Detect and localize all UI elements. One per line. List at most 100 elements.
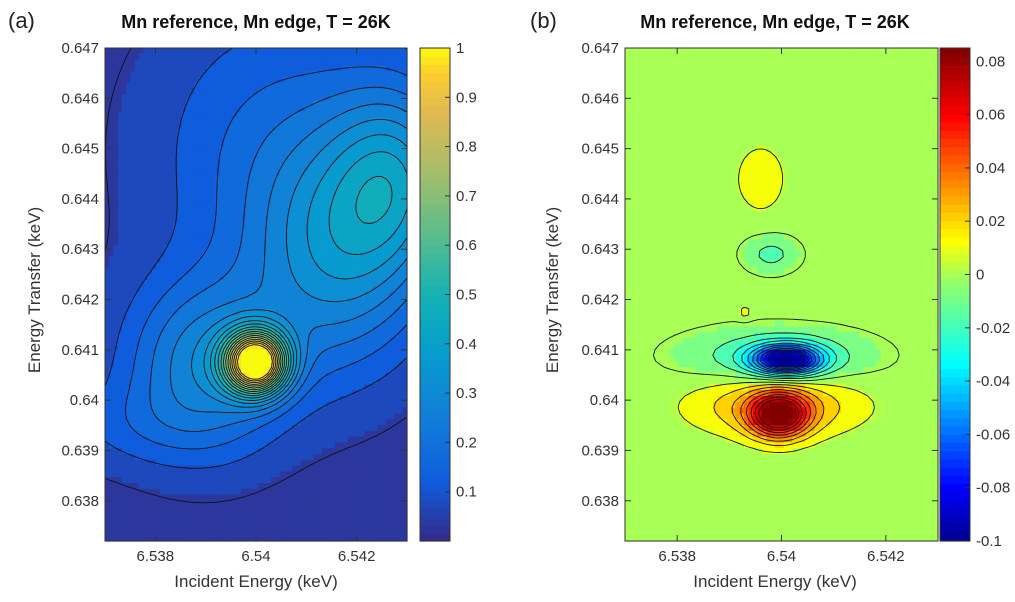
heatmap-cell [211, 314, 217, 322]
heatmap-cell [202, 245, 208, 252]
heatmap-cell [190, 436, 195, 443]
heatmap-cell [351, 198, 357, 206]
heatmap-cell [113, 94, 119, 101]
heatmap-cell [304, 53, 310, 61]
heatmap-cell [190, 227, 195, 235]
heatmap-cell [202, 262, 208, 269]
heatmap-cell [326, 65, 332, 72]
heatmap-cell [283, 245, 289, 252]
heatmap-cell [113, 193, 119, 200]
heatmap-cell [360, 65, 366, 72]
heatmap-cell [173, 216, 178, 223]
heatmap-cell [194, 222, 200, 229]
heatmap-cell [126, 367, 132, 374]
heatmap-cell [338, 303, 344, 310]
heatmap-cell [190, 419, 195, 426]
heatmap-cell [398, 123, 404, 130]
heatmap-cell [122, 164, 127, 171]
heatmap-cell [139, 384, 144, 391]
heatmap-cell [173, 106, 178, 113]
heatmap-cell [287, 378, 293, 385]
heatmap-cell [330, 384, 336, 391]
heatmap-cell [330, 280, 336, 287]
heatmap-cell [296, 65, 302, 72]
heatmap-cell [139, 152, 144, 159]
heatmap-cell [130, 82, 136, 90]
heatmap-cell [338, 314, 344, 322]
heatmap-cell [326, 152, 332, 159]
heatmap-cell [330, 204, 336, 211]
heatmap-cell [253, 309, 259, 316]
heatmap-cell [287, 268, 293, 275]
heatmap-cell [113, 338, 119, 345]
heatmap-cell [202, 216, 208, 223]
heatmap-cell [249, 314, 255, 322]
heatmap-cell [249, 245, 255, 252]
heatmap-cell [279, 146, 285, 153]
heatmap-cell [321, 181, 327, 188]
heatmap-cell [173, 326, 178, 333]
heatmap-cell [355, 48, 361, 55]
heatmap-cell [368, 245, 374, 252]
heatmap-cell [219, 326, 225, 333]
heatmap-cell [347, 198, 353, 206]
heatmap-cell [181, 123, 187, 130]
heatmap-cell [283, 396, 289, 403]
heatmap-cell [262, 268, 268, 275]
heatmap-cell [394, 442, 400, 449]
heatmap-cell [126, 390, 132, 397]
heatmap-cell [262, 158, 268, 165]
heatmap-cell [398, 198, 404, 206]
heatmap-cell [275, 262, 280, 269]
heatmap-cell [147, 297, 153, 304]
heatmap-cell [215, 227, 221, 235]
heatmap-cell [134, 355, 140, 362]
heatmap-cell [105, 442, 110, 449]
heatmap-cell [381, 425, 387, 432]
heatmap-cell [147, 413, 153, 420]
heatmap-cell [313, 384, 319, 391]
heatmap-cell [202, 280, 208, 287]
heatmap-cell [313, 216, 319, 223]
heatmap-cell [211, 129, 217, 136]
heatmap-cell [300, 77, 306, 84]
heatmap-cell [330, 372, 336, 380]
heatmap-cell [224, 378, 229, 385]
heatmap-cell [355, 390, 361, 397]
heatmap-cell [355, 71, 361, 78]
heatmap-cell [377, 204, 383, 211]
heatmap-cell [151, 146, 157, 153]
heatmap-cell [262, 193, 268, 200]
heatmap-cell [105, 245, 110, 252]
heatmap-cell [334, 187, 340, 194]
heatmap-cell [389, 140, 395, 148]
heatmap-cell [351, 82, 357, 90]
heatmap-cell [211, 361, 217, 368]
heatmap-cell [207, 187, 212, 194]
heatmap-cell [364, 71, 370, 78]
heatmap-cell [343, 291, 349, 298]
heatmap-cell [343, 210, 349, 217]
heatmap-cell [398, 48, 404, 55]
heatmap-cell [253, 425, 259, 432]
heatmap-cell [228, 407, 234, 414]
heatmap-cell [232, 140, 238, 148]
heatmap-cell [126, 181, 132, 188]
heatmap-cell [168, 204, 174, 211]
heatmap-cell [330, 169, 336, 177]
heatmap-cell [232, 65, 238, 72]
heatmap-cell [215, 111, 221, 119]
heatmap-cell [343, 129, 349, 136]
heatmap-cell [317, 181, 323, 188]
heatmap-cell [381, 401, 387, 409]
heatmap-cell [258, 401, 263, 409]
heatmap-cell [296, 210, 302, 217]
heatmap-cell [156, 117, 161, 124]
heatmap-cell [207, 94, 212, 101]
heatmap-cell [351, 77, 357, 84]
heatmap-cell [296, 59, 302, 66]
heatmap-cell [181, 280, 187, 287]
heatmap-cell [202, 390, 208, 397]
heatmap-cell [202, 233, 208, 240]
heatmap-cell [321, 117, 327, 124]
